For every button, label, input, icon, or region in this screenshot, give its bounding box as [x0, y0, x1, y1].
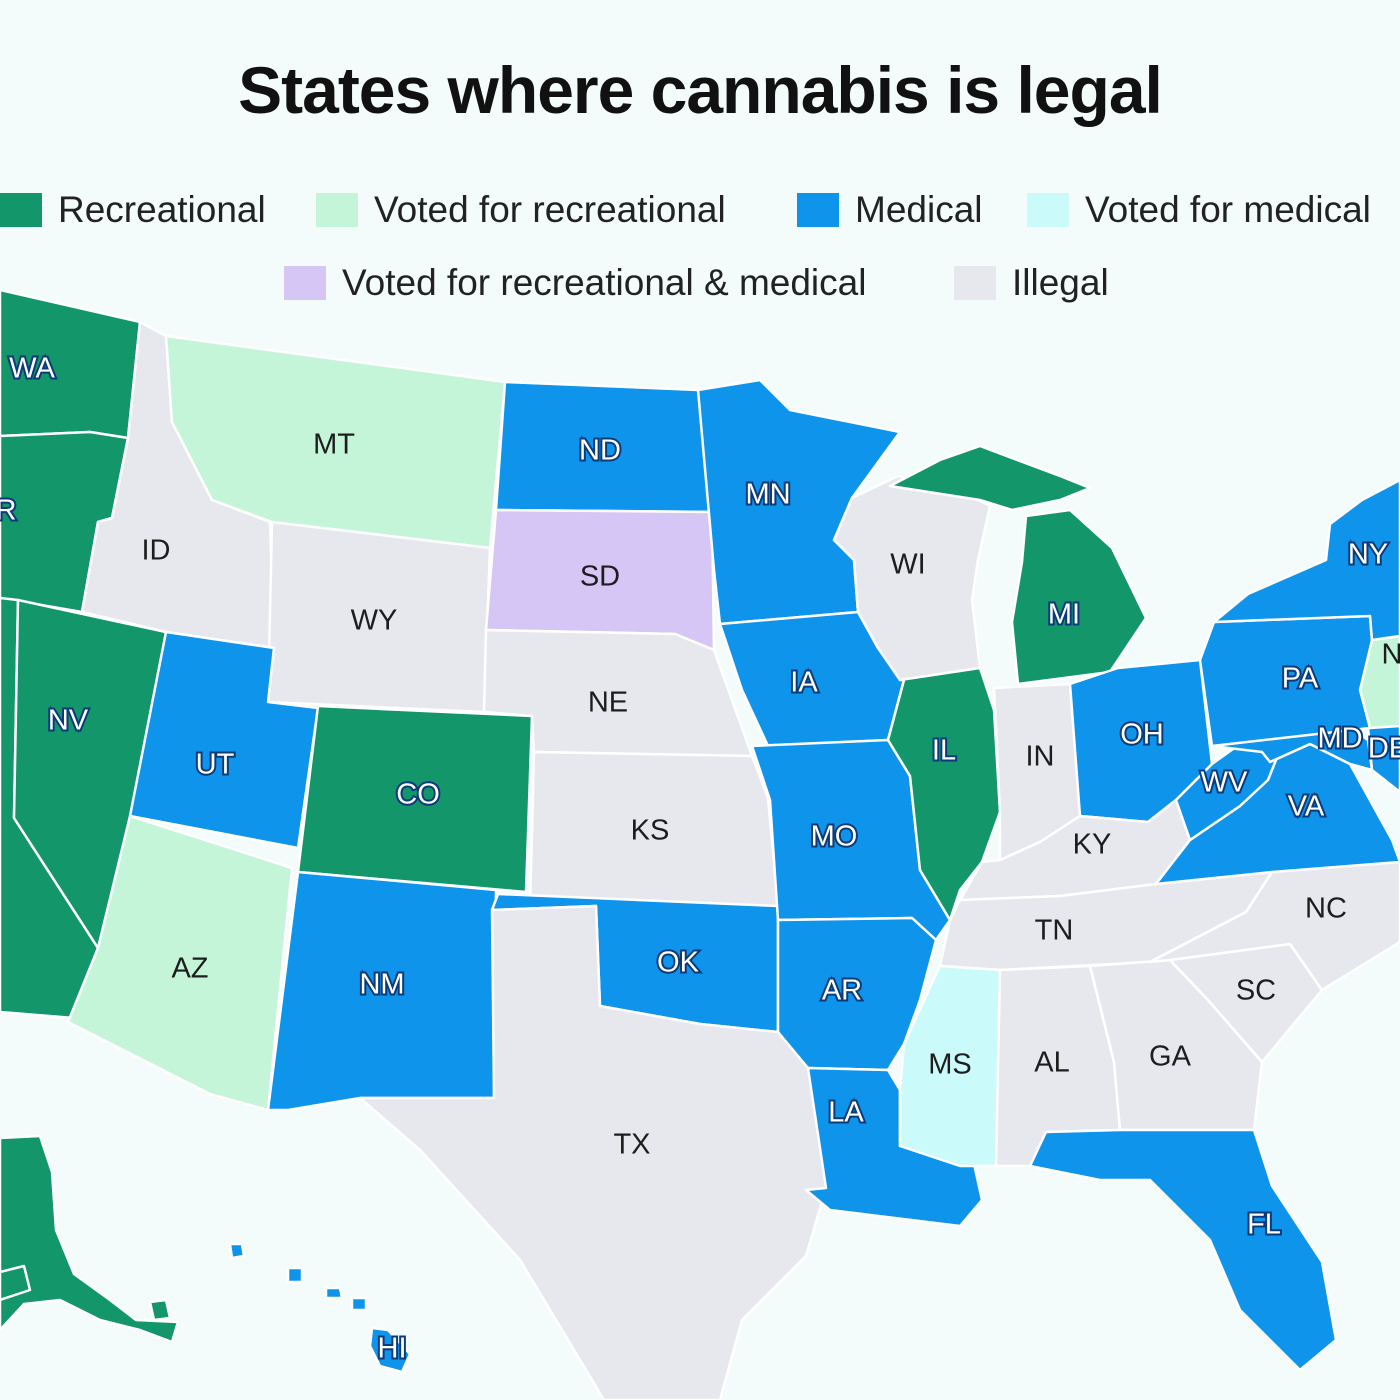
state-label-or: R	[0, 495, 16, 527]
state-label-wa: WA	[9, 353, 55, 385]
state-label-mo: MO	[811, 821, 858, 853]
state-label-mn: MN	[745, 479, 790, 511]
state-label-fl: FL	[1247, 1209, 1281, 1241]
state-label-nd: ND	[579, 435, 621, 467]
state-label-ia: IA	[790, 667, 818, 699]
state-mi-upper-peninsula	[888, 444, 1092, 512]
legend-swatch-illegal	[954, 266, 996, 300]
state-label-ks: KS	[631, 815, 670, 847]
legend-swatch-voted-both	[284, 266, 326, 300]
map-title: States where cannabis is legal	[238, 53, 1163, 127]
state-label-va: VA	[1288, 791, 1325, 823]
state-label-ny: NY	[1348, 539, 1388, 571]
state-label-ky: KY	[1073, 829, 1112, 861]
state-co	[296, 704, 534, 894]
state-label-ms: MS	[928, 1049, 972, 1081]
legend-swatch-medical	[797, 193, 839, 227]
legend-swatch-recreational	[0, 193, 42, 227]
state-label-nv: NV	[48, 705, 89, 737]
state-az	[66, 814, 294, 1112]
legend-swatch-voted-recreational	[316, 193, 358, 227]
state-hi-part-3	[350, 1296, 368, 1312]
state-label-nm: NM	[359, 969, 404, 1001]
state-label-il: IL	[932, 735, 956, 767]
legend-label-voted-both: Voted for recreational & medical	[342, 262, 867, 303]
state-label-ga: GA	[1149, 1041, 1192, 1073]
legend-label-voted-recreational: Voted for recreational	[374, 189, 726, 230]
legend-row-1: Recreational Voted for recreational Medi…	[0, 185, 1400, 235]
state-label-az: AZ	[171, 953, 208, 985]
state-md	[1210, 726, 1374, 772]
legend-row-2: Voted for recreational & medical Illegal	[0, 258, 1400, 308]
legend-label-recreational: Recreational	[58, 189, 266, 230]
state-label-wi: WI	[890, 549, 925, 581]
state-label-nj: N	[1382, 639, 1400, 671]
state-label-tx: TX	[613, 1129, 650, 1161]
state-label-pa: PA	[1282, 663, 1319, 695]
state-ny	[1212, 478, 1400, 642]
state-label-hi: HI	[378, 1333, 407, 1365]
state-label-wy: WY	[351, 605, 398, 637]
state-label-tn: TN	[1035, 915, 1074, 947]
state-la	[804, 1066, 984, 1228]
state-label-mt: MT	[313, 429, 355, 461]
state-label-ne: NE	[588, 687, 628, 719]
state-hi-part-0	[228, 1242, 246, 1260]
state-fl	[1028, 1128, 1338, 1372]
legend-label-medical: Medical	[855, 189, 983, 230]
state-label-oh: OH	[1120, 719, 1164, 751]
legend-label-illegal: Illegal	[1012, 262, 1109, 303]
state-label-ar: AR	[822, 975, 862, 1007]
state-label-id: ID	[142, 535, 171, 567]
state-ak-part-5	[148, 1298, 172, 1322]
state-mi	[1010, 508, 1148, 686]
state-hi-part-2	[324, 1286, 344, 1300]
state-label-sd: SD	[580, 561, 620, 593]
state-label-la: LA	[828, 1097, 864, 1129]
state-ak	[0, 1134, 180, 1344]
state-label-mi: MI	[1048, 599, 1080, 631]
state-label-ok: OK	[657, 947, 700, 979]
state-ms	[898, 964, 1002, 1168]
state-label-ut: UT	[196, 749, 235, 781]
state-label-sc: SC	[1236, 975, 1276, 1007]
state-hi-part-1	[286, 1266, 304, 1284]
state-label-nc: NC	[1305, 893, 1347, 925]
state-label-de: DE	[1368, 733, 1400, 765]
state-label-co: CO	[396, 779, 440, 811]
legend-label-voted-medical: Voted for medical	[1085, 189, 1371, 230]
state-label-md: MD	[1317, 723, 1362, 755]
state-label-al: AL	[1034, 1047, 1069, 1079]
state-nc	[1148, 860, 1400, 992]
state-ak-part-4	[0, 1264, 32, 1302]
state-label-in: IN	[1026, 741, 1055, 773]
state-il	[886, 666, 1002, 922]
state-hi	[368, 1326, 412, 1374]
legend-swatch-voted-medical	[1027, 193, 1069, 227]
state-label-wv: WV	[1201, 767, 1248, 799]
state-tx	[358, 904, 828, 1400]
